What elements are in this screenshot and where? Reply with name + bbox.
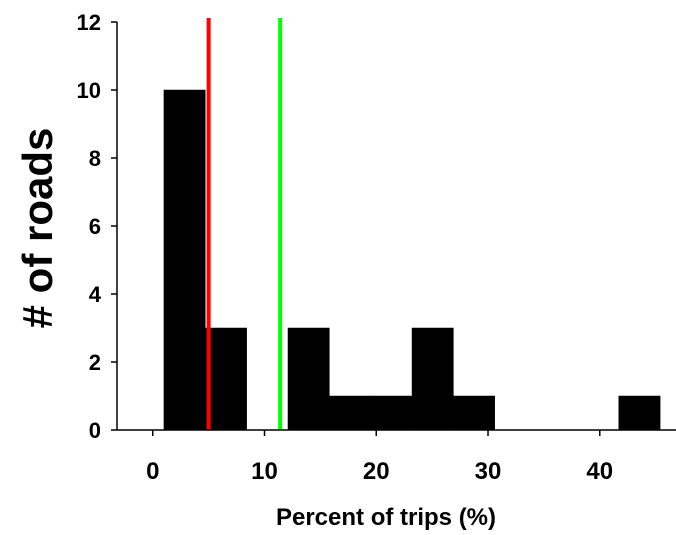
bars-group: [163, 89, 661, 431]
x-axis-title: Percent of trips (%): [276, 504, 496, 531]
y-tick-label: 0: [89, 418, 101, 443]
axes-group: [111, 21, 676, 436]
y-axis-title: # of roads: [14, 128, 61, 329]
y-tick-label: 12: [77, 10, 101, 35]
x-tick-label: 10: [251, 458, 278, 485]
y-tick-label: 8: [89, 146, 101, 171]
x-tick-label: 20: [363, 458, 390, 485]
histogram-bar: [329, 395, 371, 431]
histogram-bar: [370, 395, 413, 431]
y-tick-label: 2: [89, 350, 101, 375]
histogram-bar: [163, 89, 206, 431]
x-tick-labels: 0 10 20 30 40: [146, 458, 613, 485]
y-tick-label: 4: [89, 282, 102, 307]
y-tick-labels: 0 2 4 6 8 10 12: [77, 10, 102, 443]
x-tick-label: 30: [475, 458, 502, 485]
x-tick-label: 40: [586, 458, 613, 485]
histogram-bar: [453, 395, 495, 431]
histogram-bar: [205, 327, 247, 431]
y-tick-label: 6: [89, 214, 101, 239]
histogram-bar: [287, 327, 330, 431]
histogram-bar: [411, 327, 454, 431]
reference-lines-group: [206, 18, 283, 430]
histogram-bar: [618, 395, 661, 431]
x-tick-label: 0: [146, 458, 159, 485]
y-tick-label: 10: [77, 78, 101, 103]
